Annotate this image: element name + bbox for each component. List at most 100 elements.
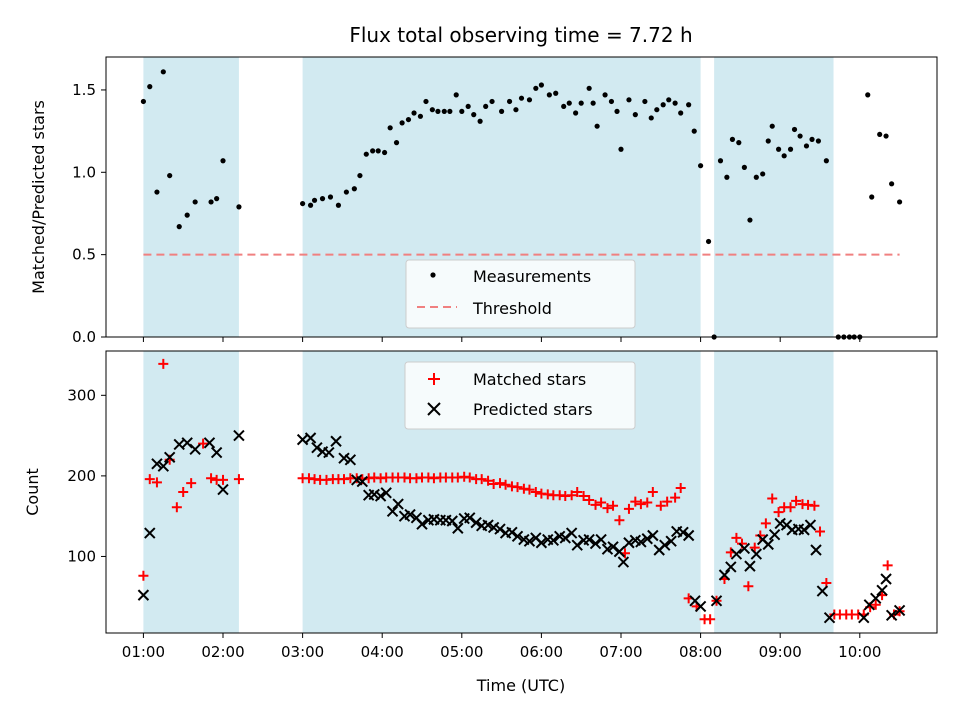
predicted-point xyxy=(144,527,156,539)
matched-point xyxy=(647,487,658,497)
predicted-point xyxy=(744,560,756,572)
top-axes-frame xyxy=(105,56,938,338)
x-tick-label: 04:00 xyxy=(361,643,404,661)
x-tick-label: 02:00 xyxy=(201,643,244,661)
y-tick-label: 0.0 xyxy=(72,328,96,346)
matched-point xyxy=(566,490,577,501)
bottom-x-ticks: 01:00 02:00 03:00 04:00 05:00 06:00 07:00 08:00… xyxy=(122,633,881,661)
predicted-point xyxy=(725,561,737,573)
matched-point xyxy=(614,515,625,526)
measurement-point xyxy=(192,199,198,205)
measurement-point xyxy=(176,224,182,230)
matched-point xyxy=(512,482,523,493)
matched-point xyxy=(882,560,893,571)
predicted-point xyxy=(885,609,898,621)
measurement-point xyxy=(387,125,393,131)
measurement-point xyxy=(672,100,678,106)
predicted-point xyxy=(151,458,163,470)
measurement-point xyxy=(791,126,798,133)
predicted-point xyxy=(665,535,677,547)
measurement-point xyxy=(883,133,889,139)
measurement-point xyxy=(823,158,829,164)
measurement-point xyxy=(435,108,441,114)
predicted-point xyxy=(876,584,888,597)
matched-point xyxy=(662,496,673,507)
measurement-point xyxy=(357,172,363,179)
measurement-point xyxy=(626,97,632,103)
measurement-point xyxy=(399,120,405,126)
measurement-point xyxy=(236,204,242,210)
legend-threshold-label: Threshold xyxy=(472,299,552,318)
predicted-point xyxy=(559,532,571,544)
measurement-point xyxy=(184,212,190,218)
predicted-point xyxy=(386,505,399,518)
bottom-panel: 100 200 300 01:00 02:00 03:00 04:00 05:00 06:00… xyxy=(23,350,938,695)
predicted-point xyxy=(189,443,201,456)
measurement-point xyxy=(538,82,544,88)
measurement-point xyxy=(351,186,357,192)
measurement-point xyxy=(809,136,815,142)
predicted-point xyxy=(607,541,619,553)
x-tick-label: 09:00 xyxy=(759,643,802,661)
matched-point xyxy=(500,479,511,490)
top-x-ticks xyxy=(142,337,861,342)
measurement-point xyxy=(666,97,672,103)
measurement-point xyxy=(566,100,572,106)
matched-point xyxy=(791,495,802,506)
measurement-point xyxy=(889,181,895,187)
matched-point xyxy=(655,500,666,511)
predicted-point xyxy=(464,512,476,524)
measurement-point xyxy=(459,108,465,114)
measurement-point xyxy=(741,164,747,170)
top-panel: 0.0 0.5 1.0 1.5 Matched/Predicted stars Mea… xyxy=(29,56,938,346)
predicted-point xyxy=(344,454,357,466)
measurement-point xyxy=(343,189,349,195)
measurement-point xyxy=(160,69,166,75)
measurement-point xyxy=(618,146,624,152)
measurement-point xyxy=(765,138,771,144)
measurement-point xyxy=(513,107,519,113)
x-axis-label: Time (UTC) xyxy=(476,676,565,695)
matched-point xyxy=(596,497,607,508)
measurement-point xyxy=(300,200,306,207)
measurement-point xyxy=(471,112,477,118)
matched-point xyxy=(760,518,771,529)
measurement-point xyxy=(307,202,314,208)
predicted-point xyxy=(880,573,892,585)
predicted-point xyxy=(157,460,170,472)
predicted-point xyxy=(682,529,695,542)
matched-point xyxy=(530,487,541,497)
predicted-point xyxy=(816,585,829,597)
measurement-point xyxy=(335,202,342,208)
predicted-point xyxy=(233,429,245,442)
matched-point xyxy=(743,581,754,592)
matched-point xyxy=(814,526,825,537)
top-y-axis-label: Matched/Predicted stars xyxy=(29,100,48,294)
measurement-point xyxy=(781,153,787,159)
measurement-point xyxy=(632,112,638,118)
measurement-point xyxy=(803,143,810,149)
predicted-point xyxy=(181,437,193,449)
measurement-point xyxy=(705,238,712,245)
matched-point xyxy=(206,473,217,484)
predicted-point xyxy=(203,437,216,449)
predicted-point xyxy=(416,518,428,530)
measurement-point xyxy=(776,146,782,152)
matched-point xyxy=(635,499,646,510)
predicted-point xyxy=(452,522,464,534)
matched-point xyxy=(749,542,760,553)
measurement-point xyxy=(533,85,539,91)
matched-point xyxy=(158,358,169,369)
predicted-point xyxy=(547,534,560,547)
predicted-point xyxy=(163,451,176,464)
matched-point xyxy=(138,570,149,581)
measurement-point xyxy=(363,151,369,157)
x-tick-label: 01:00 xyxy=(122,643,165,661)
predicted-point xyxy=(694,600,707,613)
predicted-point xyxy=(217,483,229,496)
predicted-point xyxy=(730,548,743,560)
matched-point xyxy=(602,503,613,514)
measurement-point xyxy=(483,103,489,110)
matched-point xyxy=(476,474,487,485)
predicted-point xyxy=(304,432,317,444)
